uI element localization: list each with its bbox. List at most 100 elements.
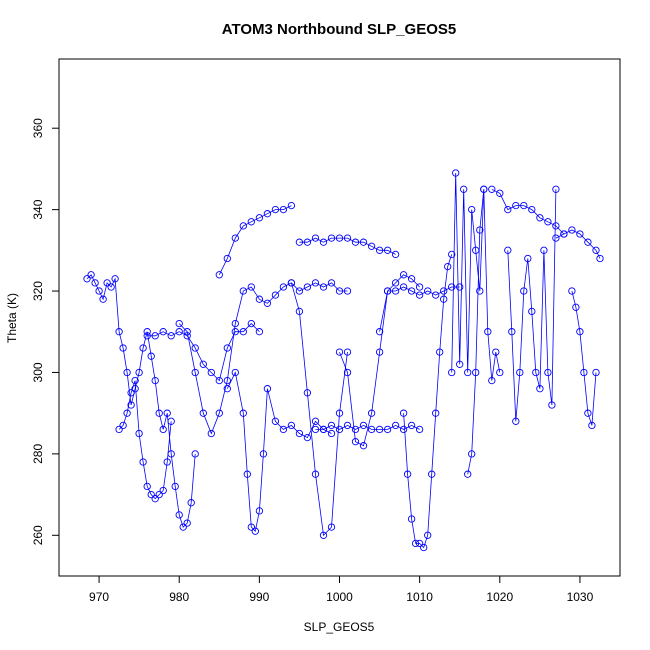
data-point	[367, 425, 376, 434]
data-point	[279, 425, 288, 434]
data-point	[111, 275, 119, 283]
data-point	[540, 246, 548, 254]
data-point	[335, 234, 344, 242]
data-point	[295, 429, 304, 438]
series-line	[379, 286, 460, 332]
data-point	[448, 368, 456, 377]
data-point	[512, 417, 520, 425]
data-point	[139, 344, 147, 352]
data-point	[159, 425, 167, 434]
data-point	[295, 287, 304, 295]
data-point	[351, 438, 360, 446]
series-line	[467, 189, 501, 475]
data-point	[588, 421, 596, 430]
data-point	[143, 328, 151, 336]
data-point	[484, 328, 492, 336]
data-point	[572, 303, 580, 311]
data-point	[576, 328, 584, 336]
data-point	[403, 470, 412, 478]
data-point	[399, 271, 408, 279]
y-tick-label: 300	[31, 362, 45, 382]
data-point	[239, 328, 247, 336]
data-point	[460, 185, 468, 193]
data-point	[103, 279, 111, 287]
data-point	[287, 279, 296, 287]
data-point	[440, 287, 448, 295]
data-point	[464, 470, 472, 478]
data-point	[131, 376, 139, 385]
y-tick-label: 360	[31, 118, 45, 138]
data-point	[359, 442, 368, 450]
data-point	[351, 425, 360, 434]
data-point	[407, 287, 416, 295]
data-point	[83, 275, 91, 283]
data-point	[251, 527, 259, 535]
data-point	[303, 433, 312, 442]
data-point	[247, 218, 255, 226]
data-point	[191, 368, 199, 377]
data-point	[123, 368, 131, 377]
data-point	[231, 319, 239, 328]
data-point	[147, 490, 155, 499]
data-point	[504, 246, 512, 254]
data-point	[415, 283, 424, 291]
data-point	[91, 279, 99, 287]
data-point	[263, 210, 272, 218]
data-point	[375, 246, 384, 254]
data-point	[391, 250, 400, 259]
data-point	[119, 421, 127, 430]
series-line	[218, 205, 292, 275]
data-point	[568, 226, 576, 234]
data-point	[119, 344, 127, 352]
data-point	[223, 344, 231, 352]
data-point	[552, 234, 560, 242]
data-point	[183, 519, 191, 527]
data-point	[151, 376, 159, 385]
series-line	[507, 189, 557, 422]
data-point	[456, 360, 464, 368]
data-point	[367, 409, 376, 417]
data-point	[207, 368, 215, 377]
data-point	[319, 283, 328, 291]
data-point	[279, 205, 288, 214]
data-point	[335, 425, 344, 434]
data-point	[464, 368, 472, 377]
data-point	[287, 421, 296, 430]
data-point	[215, 271, 223, 279]
data-point	[448, 250, 456, 259]
data-point	[223, 385, 231, 393]
plot-area	[83, 169, 604, 552]
data-point	[327, 421, 336, 430]
data-point	[592, 368, 600, 377]
x-tick-label: 970	[89, 590, 109, 604]
data-point	[399, 283, 408, 291]
data-point	[319, 238, 328, 246]
data-point	[87, 271, 95, 279]
data-point	[415, 539, 424, 548]
data-point	[552, 222, 560, 230]
data-point	[215, 409, 223, 417]
data-point	[472, 368, 480, 377]
data-point	[552, 185, 560, 193]
data-point	[343, 368, 352, 377]
data-point	[327, 429, 336, 438]
data-point	[584, 238, 592, 246]
data-point	[391, 287, 400, 295]
data-point	[319, 425, 328, 434]
data-point	[255, 214, 264, 222]
x-tick-label: 1020	[486, 590, 513, 604]
data-point	[231, 368, 239, 377]
series-line	[226, 371, 332, 533]
data-point	[383, 425, 392, 434]
data-point	[512, 201, 520, 210]
data-point	[279, 283, 288, 291]
data-point	[496, 368, 504, 377]
data-point	[359, 421, 368, 430]
data-point	[123, 409, 131, 417]
data-point	[259, 450, 268, 458]
data-point	[115, 328, 123, 336]
data-point	[496, 189, 504, 197]
data-point	[327, 234, 336, 242]
data-point	[151, 495, 159, 503]
